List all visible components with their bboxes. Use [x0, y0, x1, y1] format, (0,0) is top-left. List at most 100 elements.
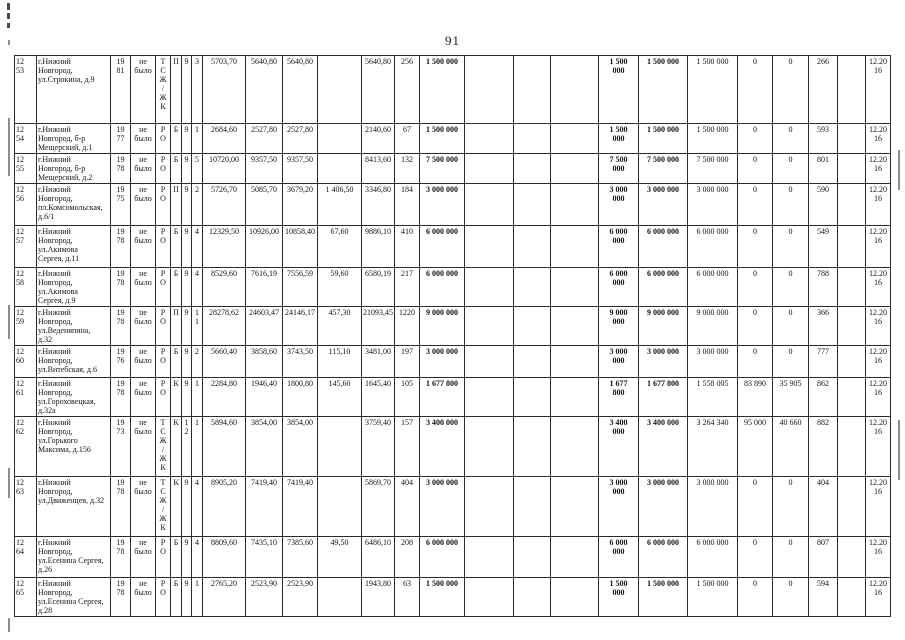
cell-entrances: 2: [191, 183, 203, 226]
cell-address: г.Нижний Новгород, б-р Мещерский, д.2: [36, 153, 111, 184]
cell-cost-total: 6 000 000: [419, 536, 465, 578]
cell-status: не было: [130, 123, 156, 154]
cell-area-incl: 67,60: [317, 225, 362, 268]
cell-row-number: 12 57: [14, 225, 37, 268]
cell-floors: 9: [181, 183, 192, 226]
cell-empty: [513, 416, 551, 477]
cell-wall-material: П: [170, 183, 182, 226]
cell-entrances: 1: [191, 123, 203, 154]
cell-cost-wrapped: 6 000 000: [598, 225, 639, 268]
cell-value-1: 0: [737, 577, 773, 617]
cell-empty: [550, 153, 599, 184]
cell-year-built: 19 78: [110, 536, 131, 578]
cell-area-3: 24146,17: [282, 306, 318, 346]
cell-house-code: 266: [808, 55, 838, 124]
table-row: 12 58 г.Нижний Новгород, ул.Акимова Серг…: [14, 267, 891, 307]
scan-artifact: [8, 305, 10, 339]
table-row: 12 62 г.Нижний Новгород, ул.Горького Мак…: [14, 416, 891, 477]
cell-cost-fund: 6 000 000: [638, 225, 688, 268]
cell-entrances: 4: [191, 267, 203, 307]
cell-status: не было: [130, 267, 156, 307]
cell-residents: 132: [394, 153, 420, 184]
cell-date: 12.20 16: [865, 153, 891, 184]
cell-value-2: 0: [772, 345, 809, 378]
cell-management-type: Р О: [155, 577, 171, 617]
cell-empty: [513, 55, 551, 124]
cell-floors: 9: [181, 153, 192, 184]
cell-area-incl: [317, 153, 362, 184]
cell-management-type: Р О: [155, 267, 171, 307]
cell-cost-fund: 3 000 000: [638, 345, 688, 378]
cell-cost-wrapped: 7 500 000: [598, 153, 639, 184]
cell-empty: [513, 306, 551, 346]
cell-area-4: 8413,60: [361, 153, 395, 184]
cell-area-incl: 59,60: [317, 267, 362, 307]
cell-empty: [513, 577, 551, 617]
cell-wall-material: Б: [170, 577, 182, 617]
cell-value-1: 0: [737, 345, 773, 378]
cell-cost-spent: 1 500 000: [687, 55, 738, 124]
cell-status: не было: [130, 577, 156, 617]
scan-artifact: [7, 23, 10, 28]
cell-cost-spent: 1 500 000: [687, 577, 738, 617]
cell-address: г.Нижний Новгород, ул.Строкина, д.9: [36, 55, 111, 124]
cell-wall-material: Б: [170, 267, 182, 307]
cell-empty: [837, 536, 866, 578]
cell-cost-spent: 3 000 000: [687, 183, 738, 226]
cell-area-total: 10720,00: [202, 153, 246, 184]
cell-value-1: 0: [737, 267, 773, 307]
cell-value-2: 0: [772, 123, 809, 154]
cell-residents: 105: [394, 377, 420, 417]
table-row: 12 55 г.Нижний Новгород, б-р Мещерский, …: [14, 153, 891, 184]
cell-area-3: 2523,90: [282, 577, 318, 617]
scan-artifact: [8, 618, 10, 632]
cell-cost-spent: 6 000 000: [687, 536, 738, 578]
cell-year-built: 19 78: [110, 225, 131, 268]
cell-value-2: 0: [772, 153, 809, 184]
scan-artifact: [898, 150, 900, 190]
cell-value-1: 0: [737, 153, 773, 184]
cell-year-built: 19 78: [110, 267, 131, 307]
cell-cost-fund: 9 000 000: [638, 306, 688, 346]
cell-house-code: 788: [808, 267, 838, 307]
cell-cost-fund: 1 500 000: [638, 123, 688, 154]
cell-empty: [837, 225, 866, 268]
cell-area-3: 1800,80: [282, 377, 318, 417]
cell-area-4: 3481,00: [361, 345, 395, 378]
cell-area-incl: [317, 123, 362, 154]
table-row: 12 59 г.Нижний Новгород, ул.Веденяпина, …: [14, 306, 891, 346]
cell-empty: [837, 123, 866, 154]
cell-area-3: 7419,40: [282, 476, 318, 537]
cell-management-type: Р О: [155, 306, 171, 346]
cell-residents: 157: [394, 416, 420, 477]
cell-empty: [513, 536, 551, 578]
cell-row-number: 12 56: [14, 183, 37, 226]
cell-area-2: 1946,40: [245, 377, 283, 417]
cell-area-2: 7419,40: [245, 476, 283, 537]
cell-empty: [464, 416, 514, 477]
cell-area-total: 12329,50: [202, 225, 246, 268]
cell-house-code: 593: [808, 123, 838, 154]
cell-row-number: 12 55: [14, 153, 37, 184]
cell-value-2: 0: [772, 267, 809, 307]
cell-empty: [550, 476, 599, 537]
cell-cost-wrapped: 3 000 000: [598, 183, 639, 226]
cell-wall-material: Б: [170, 123, 182, 154]
cell-empty: [837, 267, 866, 307]
cell-wall-material: Б: [170, 536, 182, 578]
cell-cost-spent: 3 264 340: [687, 416, 738, 477]
cell-management-type: Т С Ж / Ж К: [155, 55, 171, 124]
cell-empty: [550, 377, 599, 417]
table-row: 12 65 г.Нижний Новгород, ул.Есенина Серг…: [14, 577, 891, 617]
cell-residents: 208: [394, 536, 420, 578]
cell-area-2: 2523,90: [245, 577, 283, 617]
table-row: 12 63 г.Нижний Новгород, ул.Движенцев, д…: [14, 476, 891, 537]
cell-area-total: 8809,60: [202, 536, 246, 578]
cell-cost-spent: 9 000 000: [687, 306, 738, 346]
cell-area-2: 24603,47: [245, 306, 283, 346]
cell-cost-wrapped: 3 400 000: [598, 416, 639, 477]
cell-cost-wrapped: 3 000 000: [598, 345, 639, 378]
cell-value-2: 0: [772, 183, 809, 226]
cell-floors: 9: [181, 345, 192, 378]
cell-empty: [464, 345, 514, 378]
